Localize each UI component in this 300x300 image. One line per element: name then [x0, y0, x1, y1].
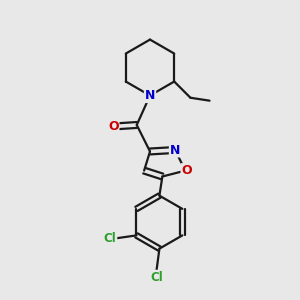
Text: O: O	[108, 120, 119, 133]
Text: O: O	[182, 164, 192, 177]
Text: N: N	[145, 89, 155, 102]
Text: Cl: Cl	[103, 232, 116, 245]
Text: N: N	[170, 143, 180, 157]
Text: Cl: Cl	[150, 271, 163, 284]
